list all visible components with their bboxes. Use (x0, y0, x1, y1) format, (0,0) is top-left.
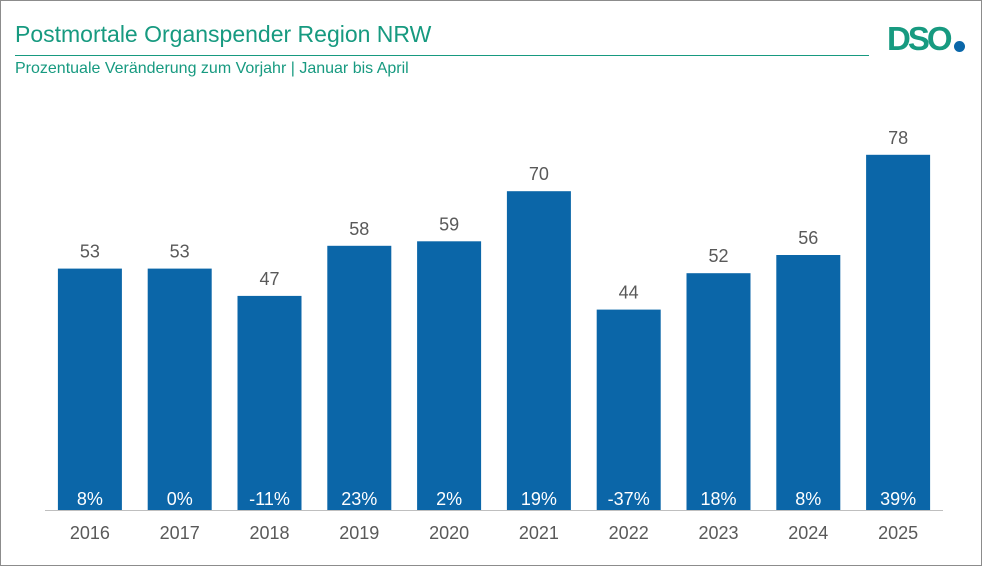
dso-logo: DSO (887, 21, 969, 57)
chart-title: Postmortale Organspender Region NRW (15, 21, 432, 47)
change-label: 18% (700, 489, 736, 509)
change-label: 19% (521, 489, 557, 509)
change-label: 2% (436, 489, 462, 509)
value-label: 44 (619, 283, 639, 303)
bar-2020 (417, 241, 482, 511)
bar-2019 (327, 245, 392, 511)
bar-2016 (57, 268, 122, 510)
x-tick-label: 2016 (70, 523, 110, 543)
value-label: 78 (888, 128, 908, 148)
x-tick-label: 2025 (878, 523, 918, 543)
chart-subtitle: Prozentuale Veränderung zum Vorjahr | Ja… (15, 60, 409, 77)
bar-2018 (237, 295, 302, 510)
bar-2017 (147, 268, 212, 510)
x-tick-label: 2017 (160, 523, 200, 543)
bar-2023 (686, 273, 751, 510)
bar-2021 (506, 191, 571, 510)
bar-2022 (596, 309, 661, 510)
x-tick-label: 2022 (609, 523, 649, 543)
change-label: 39% (880, 489, 916, 509)
change-label: -37% (608, 489, 650, 509)
logo-dot (954, 41, 965, 52)
title-divider (15, 55, 869, 56)
x-tick-label: 2023 (698, 523, 738, 543)
x-tick-label: 2021 (519, 523, 559, 543)
value-label: 53 (80, 242, 100, 262)
change-label: 0% (167, 489, 193, 509)
value-label: 52 (708, 246, 728, 266)
value-label: 58 (349, 219, 369, 239)
value-label: 59 (439, 214, 459, 234)
change-label: 23% (341, 489, 377, 509)
change-label: 8% (77, 489, 103, 509)
bar-2024 (776, 255, 841, 510)
value-label: 70 (529, 164, 549, 184)
change-label: 8% (795, 489, 821, 509)
change-label: -11% (249, 489, 290, 509)
x-tick-label: 2019 (339, 523, 379, 543)
logo-text: DSO (887, 20, 952, 57)
bar-2025 (866, 154, 931, 511)
value-label: 47 (259, 269, 279, 289)
x-tick-label: 2018 (249, 523, 289, 543)
value-label: 53 (170, 242, 190, 262)
value-label: 56 (798, 228, 818, 248)
x-tick-label: 2024 (788, 523, 828, 543)
x-tick-label: 2020 (429, 523, 469, 543)
